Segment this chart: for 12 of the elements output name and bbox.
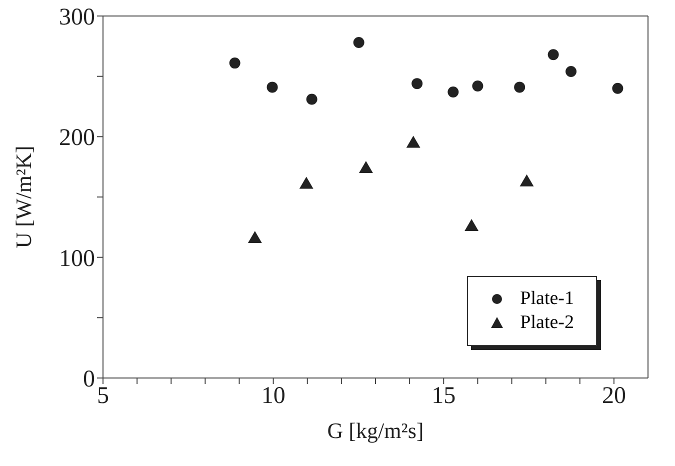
x-tick-label: 5 (97, 383, 109, 410)
x-axis-title: G [kg/m²s] (327, 418, 424, 443)
y-tick-label: 0 (83, 366, 95, 393)
x-tick-label: 10 (261, 383, 286, 410)
legend-label: Plate-1 (520, 287, 574, 311)
y-tick-label: 100 (59, 246, 95, 272)
y-tick-label: 200 (59, 125, 95, 152)
legend-label: Plate-2 (520, 311, 574, 335)
x-tick-label: 15 (432, 383, 456, 410)
y-tick-label: 300 (59, 4, 95, 31)
x-tick-label: 20 (602, 383, 626, 410)
y-axis-title: U [W/m²K] (10, 146, 36, 248)
